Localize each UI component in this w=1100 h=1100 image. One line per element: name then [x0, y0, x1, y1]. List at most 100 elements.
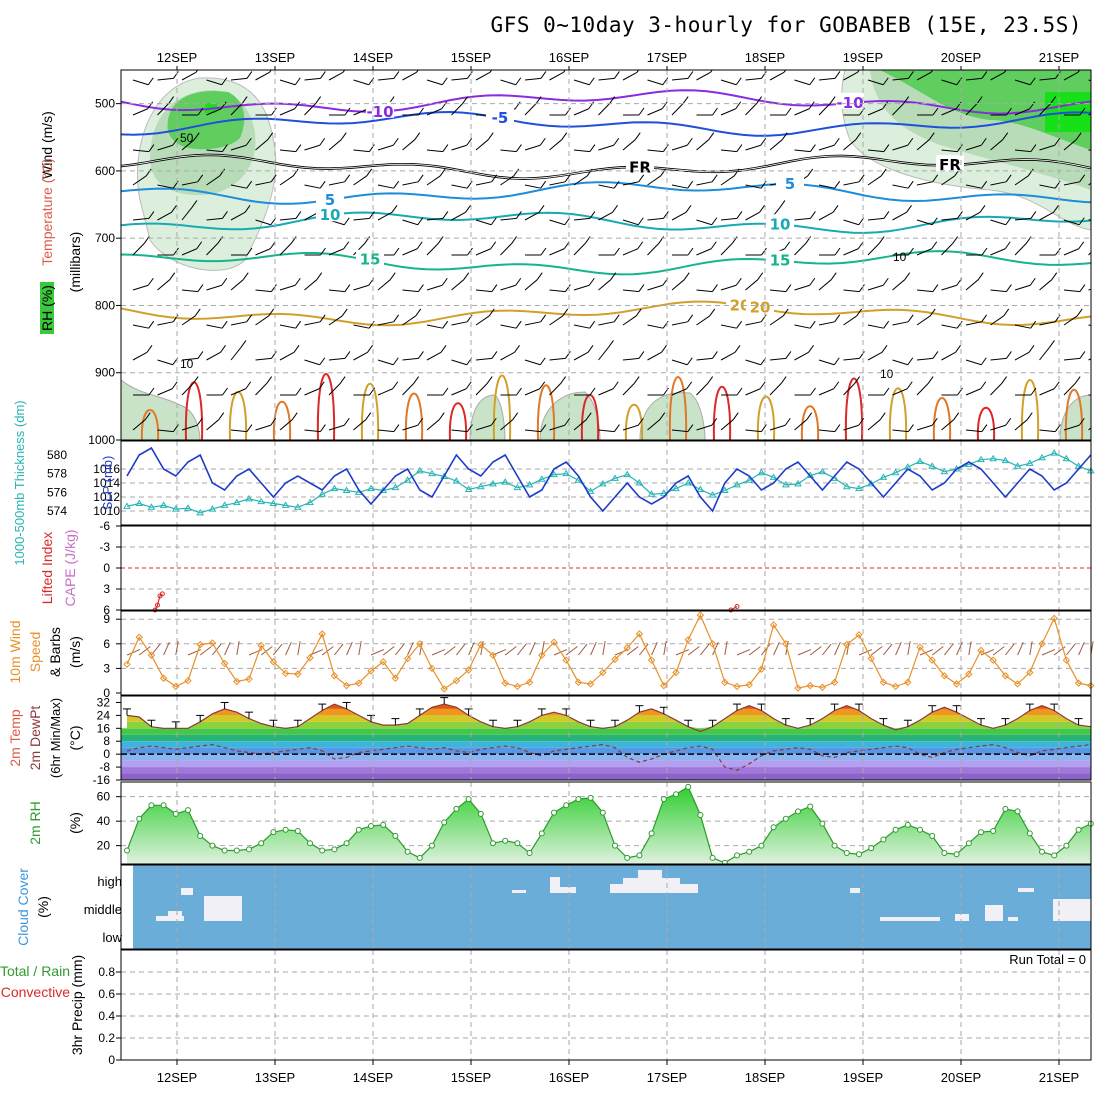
wind-barb [990, 181, 1007, 186]
wind-barb [745, 144, 761, 151]
wind-barb-flag [712, 284, 718, 292]
precip-tick-label: 0.8 [98, 965, 115, 979]
wind-10m-frame [120, 610, 1092, 696]
wind-barb-flag [171, 205, 177, 213]
wind-barb-10m [346, 642, 353, 656]
wind-barb [867, 108, 883, 116]
wind-barb [1088, 288, 1091, 291]
wind-barb-flag [463, 272, 470, 280]
wind-barb-flag [341, 308, 348, 317]
temp-color-band [121, 741, 1091, 748]
wind-barb [598, 347, 609, 361]
wind-barb [843, 424, 859, 431]
wind-barb [671, 321, 688, 326]
wind-barb-flag [585, 412, 592, 420]
rh-marker [953, 851, 960, 858]
wind-barb-flag [955, 345, 961, 353]
wind-barb-flag [242, 272, 249, 280]
wind-barb-flag [907, 357, 914, 366]
wind-barb-flag [663, 144, 669, 152]
wind-barb-flag [780, 376, 787, 384]
rh-marker [697, 812, 704, 819]
rh-contour-label: 10 [180, 357, 194, 371]
wind-barb-flag [785, 351, 792, 359]
low-level-temp-contour [448, 402, 468, 440]
wind-barb [206, 351, 221, 361]
wind-barb-flag [904, 272, 911, 280]
wind-barb-flag [271, 351, 277, 359]
rh-marker [965, 840, 972, 847]
wind-barb-flag [906, 205, 912, 213]
date-label-bottom: 12SEP [157, 1070, 197, 1085]
wind-barb-flag [491, 174, 498, 183]
isotherm-label: -10 [366, 103, 393, 121]
wind-barb [598, 388, 614, 396]
wind-barb-flag [883, 144, 890, 152]
wind-barb-flag [833, 357, 840, 366]
wind-barb-flag [392, 137, 399, 146]
wind-barb-flag [637, 241, 644, 250]
wind-barb [892, 77, 909, 81]
wind-speed-marker [562, 656, 570, 664]
wind-barb-flag [1030, 387, 1037, 396]
wind-barb [1063, 383, 1076, 396]
wind-speed-marker [1074, 679, 1083, 687]
wind-barb-flag [467, 71, 473, 79]
wind-barb [279, 79, 296, 86]
wind-speed-marker [806, 681, 814, 690]
wind-barb [720, 324, 737, 329]
wind-barb [1039, 321, 1056, 326]
wind-speed-marker [550, 638, 558, 646]
wind-speed-marker [159, 674, 168, 682]
temp-color-band [121, 747, 1091, 755]
wind-barb-10m [468, 642, 475, 656]
wind-barb-flag [1079, 107, 1086, 116]
ylabel-lifted-index: Lifted Index [39, 532, 55, 604]
wind-barb [941, 243, 954, 256]
wind-barb [1063, 289, 1080, 293]
wind-barb-flag [637, 217, 644, 226]
wind-barb [402, 383, 415, 396]
wind-barb [867, 243, 880, 256]
wind-barb [1014, 108, 1030, 116]
wind-barb [181, 248, 197, 256]
thickness-marker [964, 460, 973, 467]
wind-speed-marker [708, 640, 717, 648]
wind-barb-flag [932, 284, 939, 292]
thickness-marker [452, 477, 461, 484]
wind-speed-marker [489, 651, 497, 659]
wind-barb [769, 383, 782, 396]
wind-barb [573, 284, 590, 291]
thickness-marker [867, 479, 876, 487]
wind-barb-10m [822, 643, 832, 656]
chart-title: GFS 0~10day 3-hourly for GOBABEB (15E, 2… [491, 13, 1082, 37]
wind-barb [745, 388, 761, 396]
wind-barb-flag [437, 236, 444, 244]
rh-region-left-core [167, 90, 245, 150]
wind-barb [279, 149, 296, 153]
wind-speed-marker [245, 675, 253, 683]
wind-barb-flag [245, 381, 252, 390]
wind-barb-flag [858, 174, 865, 183]
wind-barb-flag [612, 205, 618, 213]
rh-marker [587, 794, 594, 801]
wind-barb [230, 429, 247, 433]
wind-barb-10m [883, 643, 893, 656]
wind-speed-marker [184, 676, 192, 685]
wind-barb-flag [365, 412, 372, 420]
wind-barb-flag [294, 101, 301, 110]
thickness-marker [245, 494, 253, 502]
ylabel-millibars: (millibars) [67, 232, 83, 293]
thickness-markers [123, 449, 1095, 516]
wind-speed-marker [989, 656, 997, 664]
wind-barb-flag [589, 144, 596, 152]
temp-color-band [127, 708, 1091, 716]
wind-barb-flag [194, 308, 201, 317]
wind-barb-flag [1054, 137, 1061, 146]
thickness-marker [647, 490, 656, 497]
wind-barb-flag [315, 96, 322, 104]
wind-barb-flag [830, 272, 837, 280]
wind-barb-flag [979, 205, 986, 213]
wind-barb [647, 243, 660, 256]
wind-barb-flag [663, 387, 669, 396]
